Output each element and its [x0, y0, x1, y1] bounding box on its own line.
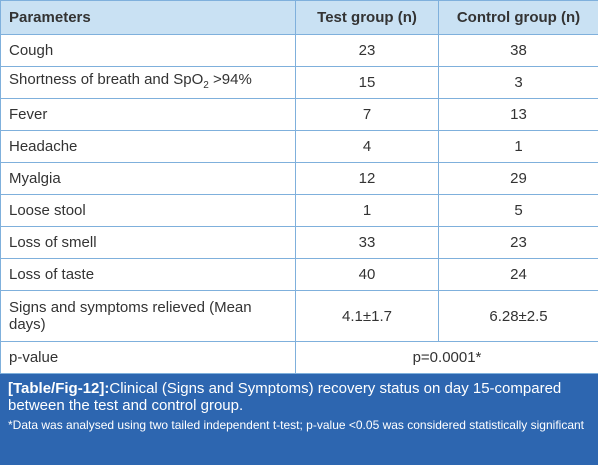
- table-cell: Shortness of breath and SpO2 >94%: [1, 67, 296, 99]
- table-cell: 33: [296, 227, 439, 259]
- table-cell: 5: [439, 195, 598, 227]
- table-cell: Loss of smell: [1, 227, 296, 259]
- table-cell: 15: [296, 67, 439, 99]
- table-cell: 24: [439, 259, 598, 291]
- table-cell: 12: [296, 163, 439, 195]
- caption: [Table/Fig-12]:Clinical (Signs and Sympt…: [0, 374, 598, 465]
- header-row: Parameters Test group (n) Control group …: [1, 1, 598, 35]
- cell-text: Shortness of breath and SpO: [9, 71, 203, 88]
- table-cell: Loss of taste: [1, 259, 296, 291]
- header-cell: Control group (n): [439, 1, 598, 35]
- table-cell: Signs and symptoms relieved (Mean days): [1, 291, 296, 342]
- table-cell: 1: [296, 195, 439, 227]
- table-cell: 7: [296, 99, 439, 131]
- table-cell: 3: [439, 67, 598, 99]
- table-cell: 13: [439, 99, 598, 131]
- table-cell: Cough: [1, 35, 296, 67]
- table-cell: 40: [296, 259, 439, 291]
- data-table: Parameters Test group (n) Control group …: [0, 0, 598, 374]
- cell-text: >94%: [209, 71, 252, 88]
- table-cell: 4.1±1.7: [296, 291, 439, 342]
- table-cell: 1: [439, 131, 598, 163]
- table-row: Signs and symptoms relieved (Mean days)4…: [1, 291, 598, 342]
- caption-tag: [Table/Fig-12]:: [8, 380, 109, 397]
- table-cell: 4: [296, 131, 439, 163]
- table-cell: Myalgia: [1, 163, 296, 195]
- table-cell: p=0.0001*: [296, 342, 598, 374]
- table-cell: Headache: [1, 131, 296, 163]
- table-cell: 23: [439, 227, 598, 259]
- table-cell: 23: [296, 35, 439, 67]
- table-cell: p-value: [1, 342, 296, 374]
- header-cell: Test group (n): [296, 1, 439, 35]
- header-cell: Parameters: [1, 1, 296, 35]
- caption-note: *Data was analysed using two tailed inde…: [8, 418, 590, 433]
- table-cell: 6.28±2.5: [439, 291, 598, 342]
- table-cell: Loose stool: [1, 195, 296, 227]
- table-cell: Fever: [1, 99, 296, 131]
- table-cell: 29: [439, 163, 598, 195]
- table-cell: 38: [439, 35, 598, 67]
